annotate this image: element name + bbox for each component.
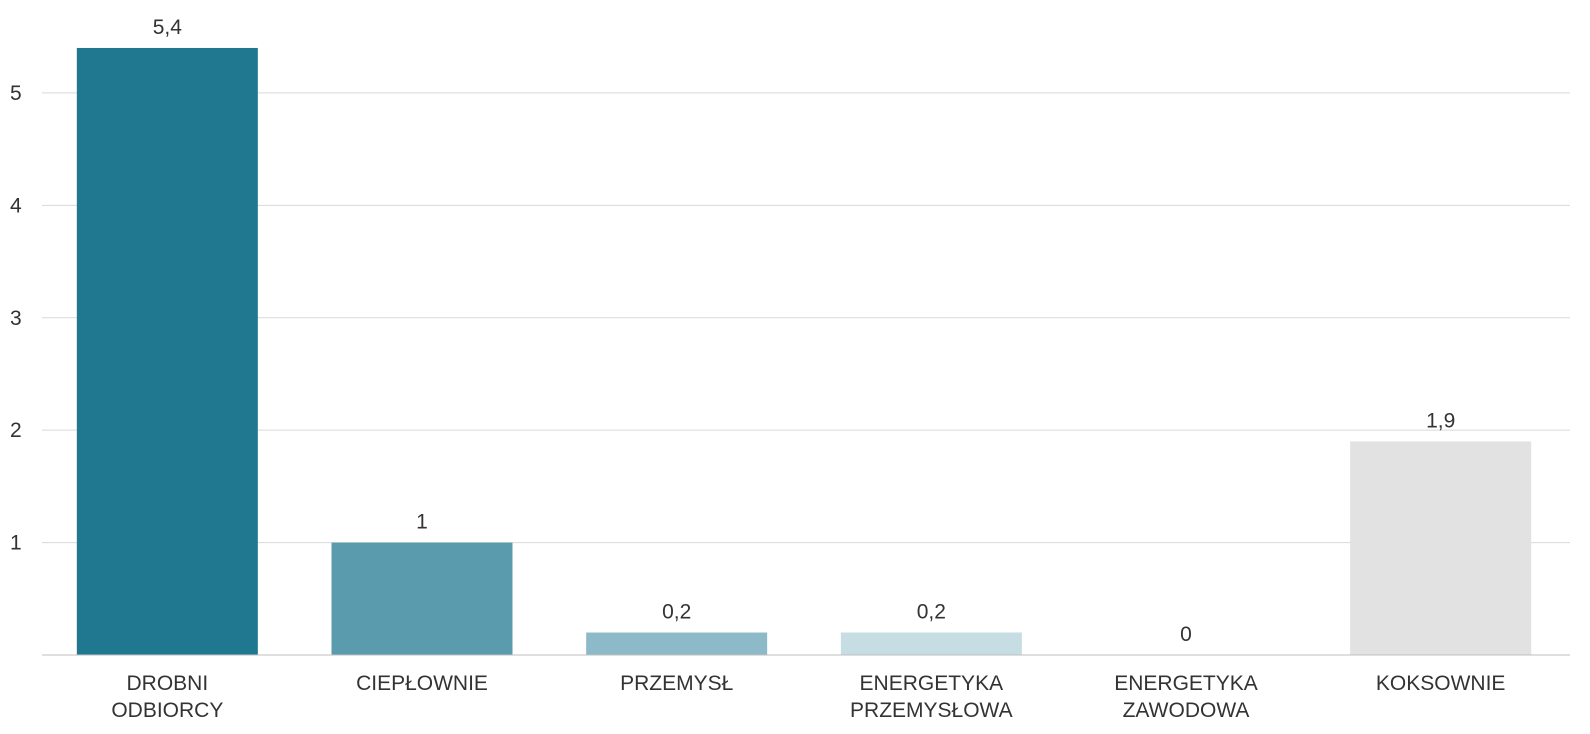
data-label: 0,2 (917, 601, 946, 624)
category-labels: DROBNI ODBIORCY CIEPŁOWNIE PRZEMYSŁ ENERGETY… (111, 672, 1505, 722)
gridlines (42, 92, 1570, 544)
data-label: 0 (1180, 623, 1192, 646)
value-labels: 5,4 1 0,2 0,2 0 1,9 (153, 16, 1456, 646)
y-tick-label: 1 (10, 532, 22, 555)
y-tick-label: 4 (10, 194, 22, 217)
bars (76, 47, 1532, 656)
x-tick-label: ENERGETYKA PRZEMYSŁOWA (850, 672, 1013, 722)
x-tick-label: ENERGETYKA ZAWODOWA (1114, 672, 1258, 722)
y-tick-label: 5 (10, 82, 22, 105)
x-tick-label: KOKSOWNIE (1376, 672, 1506, 695)
x-tick-label: PRZEMYSŁ (620, 672, 733, 695)
y-tick-label: 2 (10, 419, 22, 442)
y-axis-ticks: 1 2 3 4 5 (10, 82, 22, 555)
data-label: 1 (416, 511, 428, 534)
bar (840, 632, 1022, 655)
data-label: 0,2 (662, 601, 691, 624)
bar (331, 542, 513, 655)
bar (76, 47, 258, 656)
y-tick-label: 3 (10, 307, 22, 330)
x-tick-label: CIEPŁOWNIE (356, 672, 488, 695)
x-tick-label: DROBNI ODBIORCY (111, 672, 223, 722)
data-label: 1,9 (1426, 409, 1455, 432)
bar (1350, 441, 1532, 655)
data-label: 5,4 (153, 16, 183, 39)
bar (586, 632, 768, 655)
